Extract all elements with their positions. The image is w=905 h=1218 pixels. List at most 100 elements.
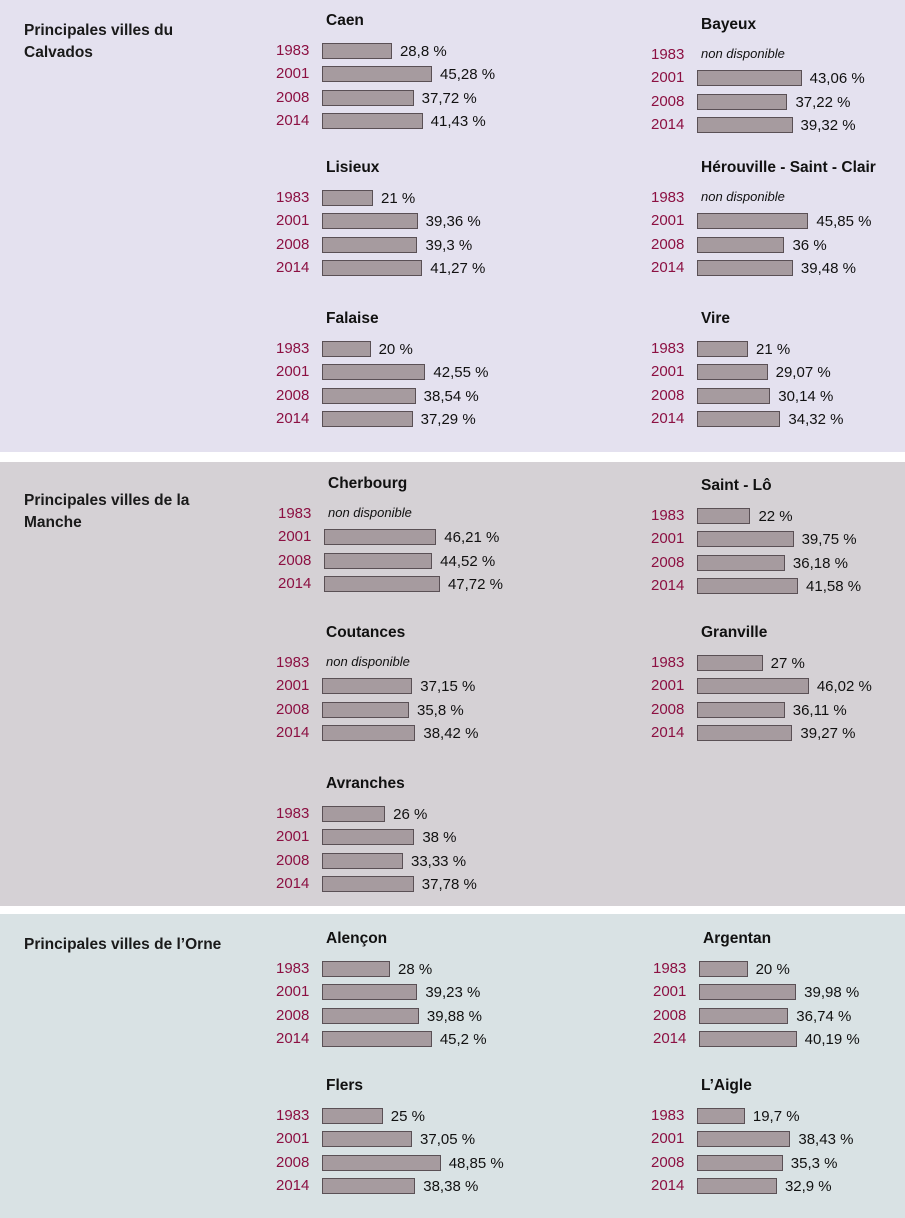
year-label: 2001	[276, 363, 310, 380]
bar	[322, 1178, 416, 1194]
bar	[324, 553, 433, 569]
not-available-label: non disponible	[701, 189, 785, 204]
bar	[697, 725, 793, 741]
year-label: 2008	[651, 701, 685, 718]
city-name: Avranches	[326, 775, 405, 792]
year-label: 1983	[276, 1107, 310, 1124]
bar	[697, 655, 763, 671]
value-label: 28,8 %	[399, 43, 447, 60]
section-title: Principales villes de l’Orne	[24, 936, 222, 953]
bar	[322, 1108, 383, 1124]
value-label: 32,9 %	[784, 1178, 832, 1195]
value-label: 33,33 %	[410, 853, 467, 870]
year-label: 2014	[276, 410, 310, 427]
year-label: 2001	[276, 828, 310, 845]
year-label: 2001	[276, 65, 310, 82]
city-name: Flers	[326, 1077, 364, 1094]
city-name: Granville	[701, 624, 768, 641]
value-label: 39,27 %	[800, 725, 856, 742]
year-label: 1983	[276, 960, 310, 977]
value-label: 38,42 %	[423, 725, 479, 742]
bar	[324, 576, 440, 592]
year-label: 2008	[276, 236, 310, 253]
city-name: Caen	[326, 12, 364, 29]
year-label: 2001	[276, 212, 310, 229]
bar	[322, 678, 413, 694]
bar	[699, 1008, 789, 1024]
year-label: 2014	[276, 875, 310, 892]
bar	[322, 190, 374, 206]
bar	[322, 113, 423, 129]
bar	[697, 237, 785, 253]
year-label: 2008	[276, 852, 310, 869]
year-label: 2001	[651, 530, 685, 547]
year-label: 2014	[651, 116, 685, 133]
value-label: 36 %	[792, 237, 827, 254]
year-label: 1983	[276, 805, 310, 822]
bar	[322, 829, 415, 845]
value-label: 38,54 %	[423, 388, 479, 405]
value-label: 41,43 %	[430, 113, 486, 130]
value-label: 36,18 %	[792, 555, 848, 572]
not-available-label: non disponible	[701, 46, 785, 61]
year-label: 2008	[651, 387, 685, 404]
value-label: 19,7 %	[752, 1108, 800, 1125]
year-label: 1983	[276, 340, 310, 357]
year-label: 2001	[278, 528, 312, 545]
value-label: 28 %	[398, 961, 433, 978]
year-label: 1983	[651, 507, 685, 524]
year-label: 1983	[278, 505, 312, 522]
bar	[697, 411, 781, 427]
value-label: 20 %	[755, 961, 790, 978]
section-title: Principales villes du Calvados	[24, 22, 174, 61]
value-label: 37,05 %	[420, 1131, 476, 1148]
year-label: 1983	[651, 654, 685, 671]
year-label: 2001	[651, 69, 685, 86]
year-label: 2014	[651, 259, 685, 276]
value-label: 22 %	[758, 508, 793, 525]
year-label: 2014	[276, 1177, 310, 1194]
section-panel: Principales villes du Calvados Caen 1983 28…	[0, 0, 905, 452]
year-label: 2008	[276, 387, 310, 404]
value-label: 38,43 %	[798, 1131, 854, 1148]
bar	[697, 555, 785, 571]
value-label: 44,52 %	[440, 553, 496, 570]
value-label: 45,2 %	[439, 1031, 487, 1048]
year-label: 2008	[651, 236, 685, 253]
bar	[322, 260, 423, 276]
value-label: 48,85 %	[448, 1155, 504, 1172]
value-label: 39,98 %	[804, 984, 860, 1001]
bar	[697, 702, 785, 718]
value-label: 35,3 %	[790, 1155, 838, 1172]
bar	[697, 341, 749, 357]
bar	[322, 806, 386, 822]
value-label: 45,28 %	[440, 66, 496, 83]
year-label: 2014	[278, 575, 312, 592]
year-label: 2014	[276, 724, 310, 741]
bar	[697, 678, 809, 694]
bar	[697, 388, 771, 404]
bar	[322, 725, 416, 741]
city-name: Bayeux	[701, 16, 757, 33]
year-label: 1983	[651, 340, 685, 357]
year-label: 2014	[651, 724, 685, 741]
value-label: 34,32 %	[788, 411, 844, 428]
value-label: 42,55 %	[433, 364, 489, 381]
bar	[697, 260, 793, 276]
bar	[697, 1108, 745, 1124]
bar	[322, 702, 409, 718]
value-label: 26 %	[393, 806, 428, 823]
value-label: 21 %	[381, 190, 416, 207]
value-label: 39,36 %	[425, 213, 481, 230]
bar	[697, 508, 751, 524]
year-label: 2014	[276, 112, 310, 129]
bar	[322, 90, 414, 106]
value-label: 39,3 %	[425, 237, 473, 254]
year-label: 2008	[276, 1007, 310, 1024]
value-label: 29,07 %	[775, 364, 831, 381]
year-label: 2001	[276, 1130, 310, 1147]
year-label: 1983	[276, 654, 310, 671]
bar	[697, 94, 788, 110]
bar	[697, 117, 793, 133]
year-label: 1983	[651, 1107, 685, 1124]
